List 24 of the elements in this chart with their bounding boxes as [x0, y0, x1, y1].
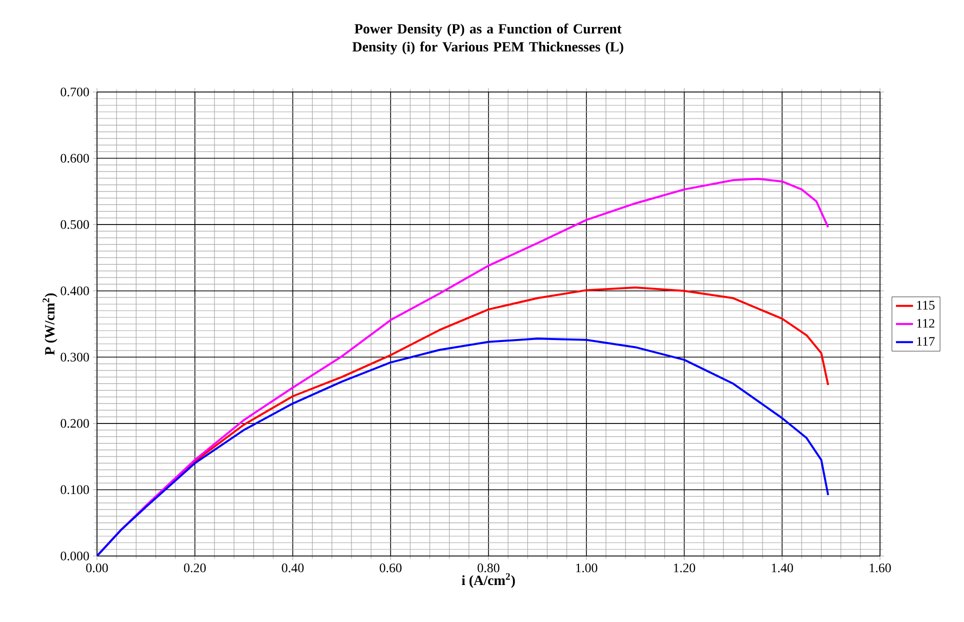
x-tick-label: 1.40: [772, 564, 794, 572]
x-tick-label: 1.60: [870, 564, 891, 572]
y-tick-label: 0.600: [60, 154, 89, 163]
y-axis-title: P (W/cm$^{2}$): [42, 293, 58, 356]
legend-label: 117: [917, 337, 935, 346]
y-tick-label: 0.300: [60, 352, 89, 362]
y-tick-label: 0.100: [60, 485, 89, 494]
x-tick-label: 0.80: [478, 564, 500, 572]
y-tick-label: 0.500: [60, 220, 89, 229]
x-axis-title: i (A/cm$^{2}$): [462, 573, 515, 588]
y-tick-label: 0.700: [60, 88, 89, 96]
x-tick-label: 0.00: [86, 564, 108, 572]
x-tick-label: 1.00: [576, 564, 598, 572]
y-tick-label: 0.400: [60, 286, 89, 296]
x-tick-label: 0.60: [380, 564, 402, 572]
line-series: [97, 338, 830, 556]
x-tick-label: 0.20: [184, 564, 206, 572]
legend-label: 112: [917, 318, 934, 328]
y-tick-label: 0.000: [60, 552, 89, 560]
legend-label: 115: [917, 300, 935, 310]
x-tick-label: 1.20: [674, 564, 696, 572]
chart-title: Power Density (P) as a Function of Current Density (i) for Various PEM Thicknesses (L): [352, 24, 624, 54]
x-tick-label: 0.40: [282, 564, 304, 572]
y-tick-label: 0.200: [60, 419, 89, 428]
